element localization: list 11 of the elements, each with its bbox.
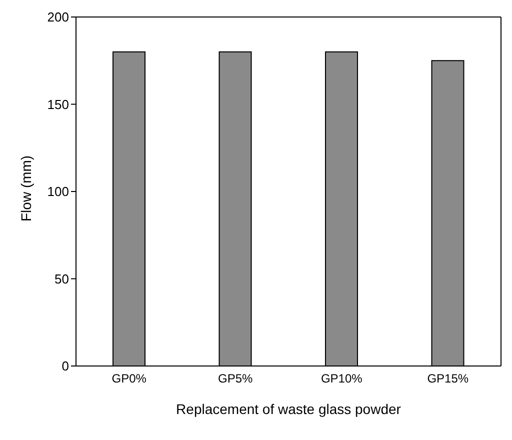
y-tick-label: 150 bbox=[47, 96, 69, 112]
x-tick-label: GP0% bbox=[112, 372, 147, 386]
y-axis-title: Flow (mm) bbox=[18, 155, 34, 222]
y-tick-label: 200 bbox=[47, 10, 69, 25]
x-axis-title: Replacement of waste glass powder bbox=[176, 401, 402, 417]
y-tick-label: 0 bbox=[62, 358, 69, 374]
y-tick-label: 100 bbox=[47, 184, 69, 200]
x-tick-label: GP10% bbox=[320, 372, 363, 386]
x-tick-label: GP5% bbox=[218, 372, 254, 386]
y-tick-label: 50 bbox=[54, 271, 69, 286]
x-tick-label: GP15% bbox=[427, 372, 469, 386]
